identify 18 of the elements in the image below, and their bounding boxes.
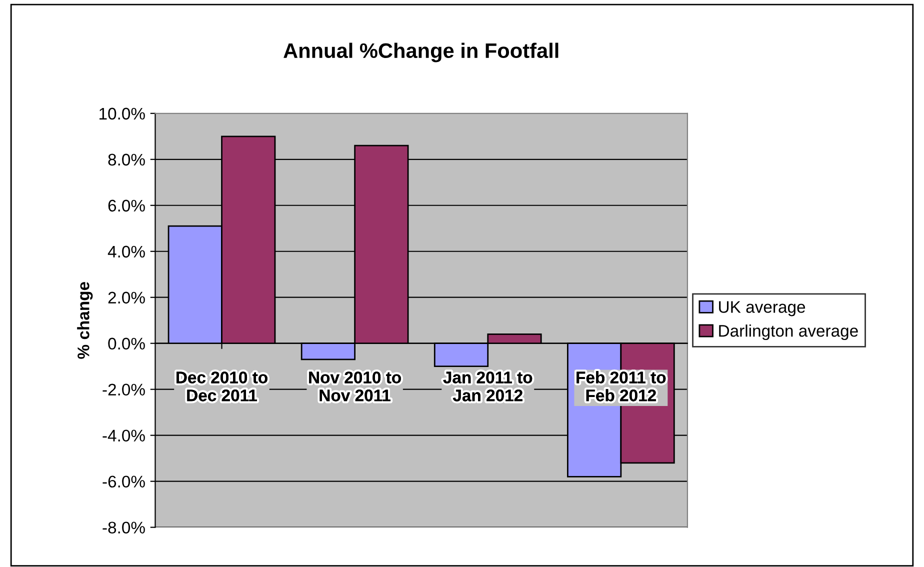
y-tick-label: -8.0% — [102, 522, 145, 534]
y-tick-label: -4.0% — [102, 430, 145, 442]
y-tick-label: 8.0% — [108, 154, 145, 166]
x-tick-label: Feb 2011 to Feb 2012 — [576, 371, 666, 402]
chart-title: Annual %Change in Footfall — [284, 42, 558, 62]
y-tick-label: 6.0% — [108, 200, 145, 212]
legend-label: UK average — [719, 301, 806, 316]
y-tick-label: -6.0% — [102, 476, 145, 488]
y-tick-label: -2.0% — [102, 384, 145, 396]
y-tick-label: 4.0% — [108, 246, 145, 258]
x-tick-label: Jan 2011 to Jan 2012 — [443, 372, 532, 402]
x-tick-label: Dec 2010 to Dec 2011 — [176, 372, 268, 402]
y-tick-label: 0.0% — [108, 338, 145, 350]
x-tick-label: Nov 2010 to Nov 2011 — [309, 372, 401, 402]
legend-label: Darlington average — [719, 324, 858, 340]
y-axis-title: % change — [77, 282, 93, 359]
y-tick-label: 10.0% — [100, 108, 145, 120]
y-tick-label: 2.0% — [108, 292, 145, 304]
